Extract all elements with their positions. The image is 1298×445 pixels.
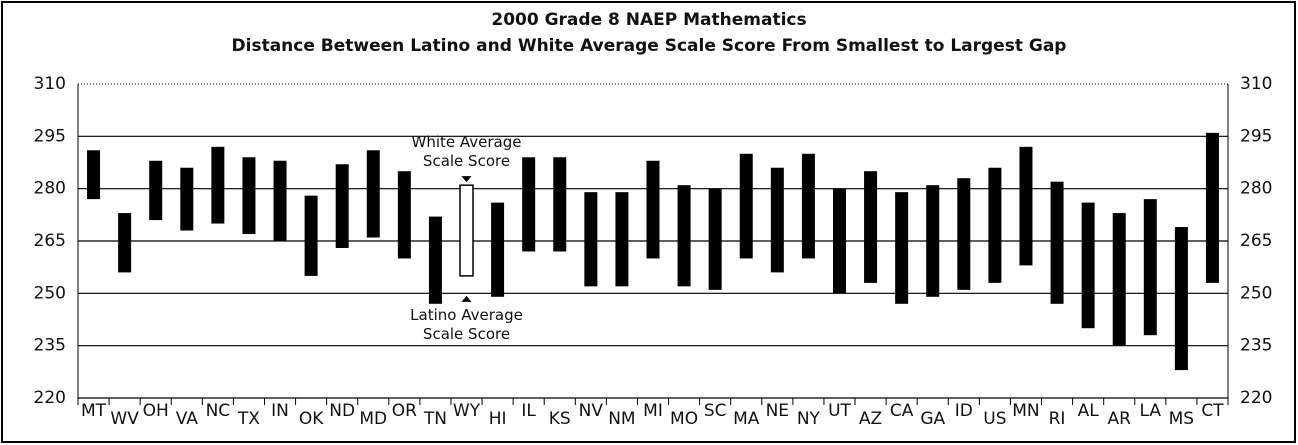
y-tick-label: 265: [34, 231, 66, 251]
x-tick-label: TX: [237, 409, 260, 429]
x-tick-label: MO: [670, 409, 698, 429]
x-tick-label: SC: [704, 401, 727, 421]
bar: [739, 153, 753, 259]
y-tick-label: 250: [34, 283, 66, 303]
x-tick-label: GA: [920, 409, 945, 429]
y-tick-label: 280: [34, 179, 66, 199]
bar: [1174, 227, 1188, 371]
bar: [428, 216, 442, 304]
bar: [366, 150, 380, 238]
x-tick-label: LA: [1140, 401, 1162, 421]
bar: [770, 167, 784, 273]
x-tick-label: IN: [271, 401, 289, 421]
x-tick-label: ND: [329, 401, 355, 421]
x-tick-label: MA: [733, 409, 760, 429]
bar: [646, 160, 660, 259]
annotation: White Average Scale Score: [411, 133, 522, 171]
x-tick-label: MT: [81, 401, 107, 421]
x-tick-label: WV: [110, 409, 139, 429]
x-tick-label: MI: [643, 401, 663, 421]
bar: [304, 195, 318, 276]
bar: [1205, 132, 1219, 283]
y2-tick-label: 235: [1240, 336, 1272, 356]
bar: [211, 146, 225, 224]
bar: [273, 160, 287, 241]
chart-subtitle: Distance Between Latino and White Averag…: [232, 36, 1067, 56]
bar: [615, 192, 629, 287]
bar: [708, 188, 722, 290]
y2-tick-label: 220: [1240, 388, 1272, 408]
x-tick-label: ID: [955, 401, 973, 421]
bar: [895, 192, 909, 304]
bar: [832, 188, 846, 294]
bar: [677, 185, 691, 287]
x-tick-label: TN: [423, 409, 447, 429]
x-tick-label: AL: [1078, 401, 1100, 421]
y-tick-label: 310: [34, 74, 66, 94]
bar: [87, 150, 101, 200]
y2-tick-label: 295: [1240, 126, 1272, 146]
x-tick-label: VA: [176, 409, 199, 429]
bar: [397, 171, 411, 259]
x-tick-label: HI: [489, 409, 507, 429]
y2-tick-label: 310: [1240, 74, 1272, 94]
bar: [584, 192, 598, 287]
x-tick-label: RI: [1049, 409, 1066, 429]
bar: [957, 178, 971, 290]
x-tick-label: US: [983, 409, 1006, 429]
example-bar: [459, 184, 474, 277]
arrow-down: [461, 176, 472, 183]
bar: [242, 157, 256, 235]
bar: [180, 167, 194, 231]
bar: [1143, 199, 1157, 336]
bar: [553, 157, 567, 252]
x-tick-label: OR: [392, 401, 417, 421]
x-tick-label: UT: [828, 401, 851, 421]
y2-tick-label: 265: [1240, 231, 1272, 251]
x-tick-label: CA: [890, 401, 914, 421]
y-tick-label: 220: [34, 388, 66, 408]
bar: [149, 160, 163, 221]
x-tick-label: OK: [299, 409, 324, 429]
bar: [926, 185, 940, 297]
y2-tick-label: 250: [1240, 283, 1272, 303]
x-tick-label: WY: [453, 401, 481, 421]
bar: [491, 202, 505, 297]
annotation: Latino Average Scale Score: [410, 305, 523, 343]
x-tick-label: NY: [797, 409, 821, 429]
x-tick-label: AZ: [859, 409, 882, 429]
x-tick-label: IL: [521, 401, 536, 421]
y2-tick-label: 280: [1240, 179, 1272, 199]
x-tick-label: CT: [1201, 401, 1224, 421]
x-tick-label: OH: [143, 401, 169, 421]
x-tick-label: NM: [608, 409, 635, 429]
x-tick-label: MS: [1169, 409, 1194, 429]
x-tick-label: MD: [359, 409, 387, 429]
y-tick-label: 235: [34, 336, 66, 356]
bar: [335, 164, 349, 248]
x-tick-label: NV: [579, 401, 604, 421]
x-tick-label: NC: [206, 401, 231, 421]
bar: [988, 167, 1002, 283]
bar: [522, 157, 536, 252]
bar: [801, 153, 815, 259]
bar: [1081, 202, 1095, 329]
x-tick-label: MN: [1012, 401, 1039, 421]
bar: [1112, 213, 1126, 346]
bar: [118, 213, 132, 273]
y-tick-label: 295: [34, 126, 66, 146]
bar: [1050, 181, 1064, 304]
x-tick-label: NE: [766, 401, 789, 421]
arrow-up: [461, 295, 472, 302]
x-tick-label: KS: [549, 409, 571, 429]
bar: [864, 171, 878, 283]
chart-title: 2000 Grade 8 NAEP Mathematics: [491, 10, 806, 30]
x-tick-label: AR: [1107, 409, 1131, 429]
bar: [1019, 146, 1033, 266]
